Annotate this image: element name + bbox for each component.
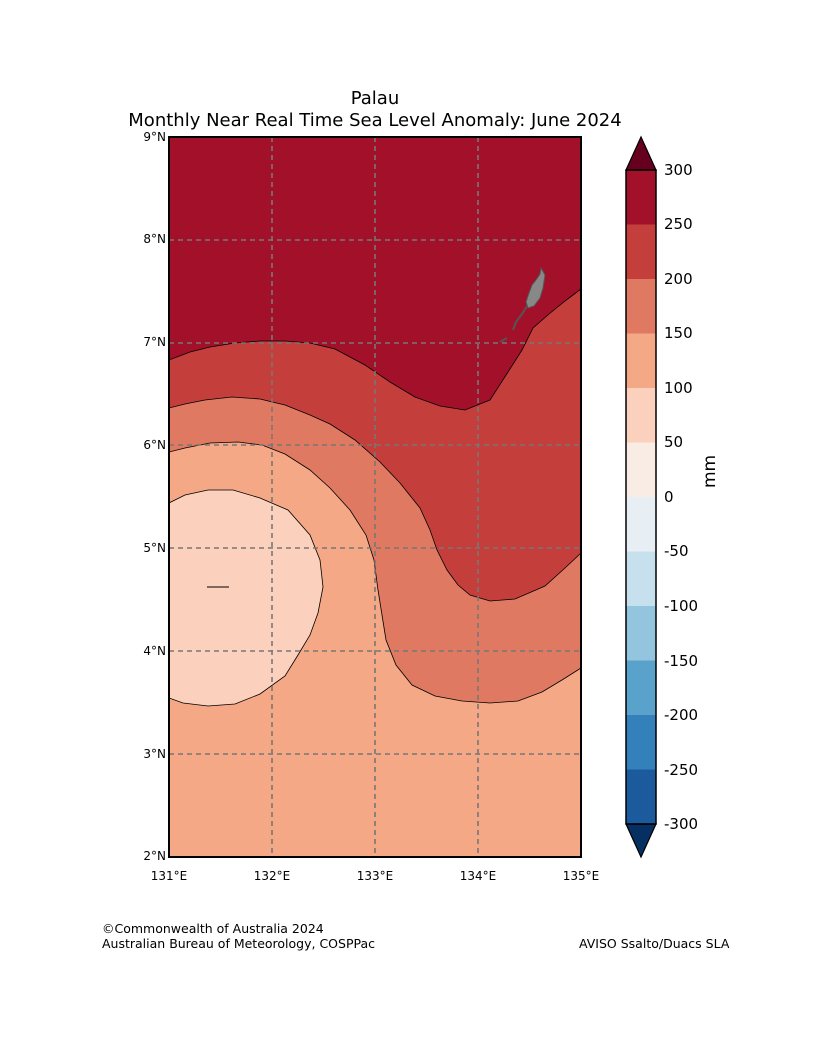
colorbar (625, 135, 657, 859)
lon-label-131e: 131°E (150, 869, 188, 883)
map-frame (168, 136, 582, 858)
agency-text: Australian Bureau of Meteorology, COSPPa… (102, 936, 375, 951)
lat-label-6n: 6°N (143, 438, 166, 452)
lat-label-8n: 8°N (143, 232, 166, 246)
colorbar-tick-300: 300 (664, 161, 693, 179)
colorbar-tick-neg50: -50 (664, 542, 689, 560)
colorbar-tick-neg200: -200 (664, 706, 699, 724)
chart-title: Monthly Near Real Time Sea Level Anomaly… (128, 110, 622, 131)
lon-label-132e: 132°E (253, 869, 291, 883)
colorbar-unit-text: mm (700, 454, 720, 488)
lat-label-4n: 4°N (143, 644, 166, 658)
chart-title-region: Palau (350, 88, 400, 109)
colorbar-segment (626, 660, 656, 716)
colorbar-segment (626, 333, 656, 389)
lat-label-5n: 5°N (143, 541, 166, 555)
colorbar-tick-neg300: -300 (664, 815, 699, 833)
colorbar-tick-250: 250 (664, 215, 693, 233)
colorbar-tick-neg250: -250 (664, 761, 699, 779)
colorbar-segment (626, 224, 656, 280)
lat-label-2n: 2°N (143, 849, 166, 863)
colorbar-segment (626, 769, 656, 825)
copyright-text: ©Commonwealth of Australia 2024 (102, 921, 324, 936)
palau-island-chain (499, 305, 528, 343)
colorbar-tick-150: 150 (664, 324, 693, 342)
contour-map (169, 137, 581, 857)
colorbar-tick-200: 200 (664, 270, 693, 288)
colorbar-tick-neg150: -150 (664, 652, 699, 670)
lon-label-134e: 134°E (459, 869, 497, 883)
lon-label-133e: 133°E (356, 869, 394, 883)
colorbar-tick-neg100: -100 (664, 597, 699, 615)
colorbar-tick-50: 50 (664, 433, 684, 451)
colorbar-segment (626, 551, 656, 607)
colorbar-tick-100: 100 (664, 379, 693, 397)
colorbar-segment (626, 388, 656, 443)
palau-island-shape (525, 266, 546, 309)
footer-credits: ©Commonwealth of Australia 2024 Australi… (102, 921, 375, 951)
lon-label-135e: 135°E (562, 869, 600, 883)
colorbar-segment (626, 606, 656, 661)
contour-fill-50-100 (169, 489, 324, 707)
colorbar-segment (626, 497, 656, 552)
colorbar-min-arrow (625, 823, 657, 859)
colorbar-segment (626, 715, 656, 770)
lat-label-3n: 3°N (143, 747, 166, 761)
colorbar-max-arrow (625, 135, 657, 171)
colorbar-outline (625, 169, 657, 825)
colorbar-segment (626, 442, 656, 498)
colorbar-tick-0: 0 (664, 488, 674, 506)
lat-label-7n: 7°N (143, 335, 166, 349)
lat-label-9n: 9°N (143, 130, 166, 144)
gridlines (169, 137, 581, 857)
colorbar-unit-label: mm (700, 454, 720, 488)
colorbar-segment (626, 170, 656, 225)
data-source-text: AVISO Ssalto/Duacs SLA (579, 936, 730, 951)
colorbar-segment (626, 279, 656, 334)
